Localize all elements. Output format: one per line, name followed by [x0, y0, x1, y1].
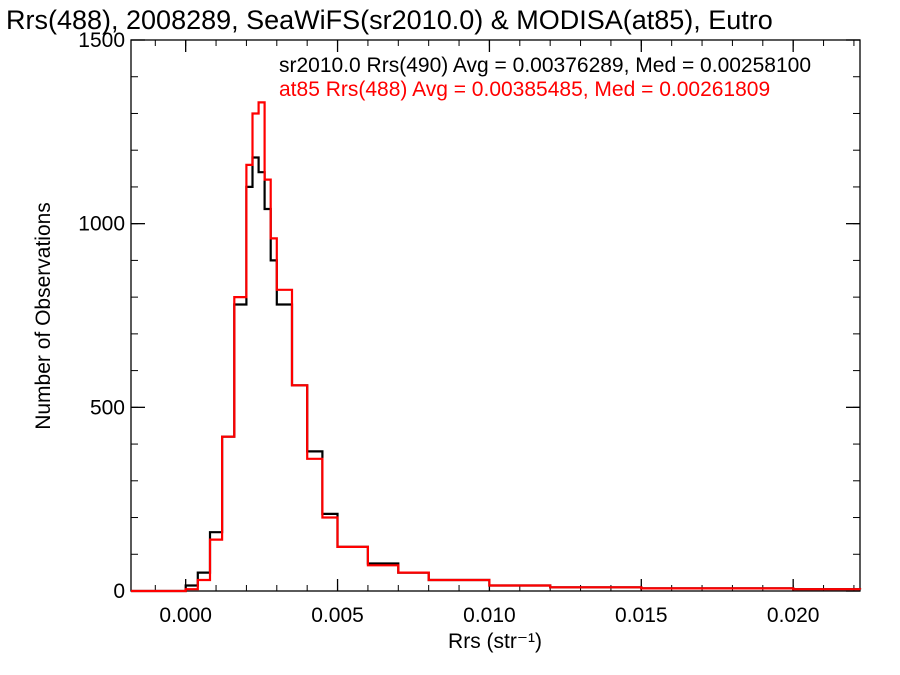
plot-frame	[130, 39, 861, 592]
chart-title: Rrs(488), 2008289, SeaWiFS(sr2010.0) & M…	[6, 5, 773, 35]
series-line-red	[131, 101, 862, 593]
x-axis-label: Rrs (str⁻¹)	[448, 630, 542, 653]
x-tick-label: 0.005	[311, 604, 364, 627]
y-tick-label: 1000	[78, 213, 125, 236]
axis-ticks	[131, 39, 860, 592]
axis-tick-labels: 0.000 0.005 0.010 0.015 0.020 0 500 1000 1500	[78, 29, 819, 627]
x-tick-label: 0.000	[159, 604, 212, 627]
x-tick-label: 0.015	[615, 604, 668, 627]
legend-entry-black: sr2010.0 Rrs(490) Avg = 0.00376289, Med …	[279, 54, 811, 77]
legend-entry-red: at85 Rrs(488) Avg = 0.00385485, Med = 0.…	[279, 78, 770, 101]
x-tick-label: 0.010	[463, 604, 516, 627]
y-tick-label: 0	[113, 580, 125, 603]
y-axis-label: Number of Observations	[32, 202, 55, 430]
x-tick-label: 0.020	[767, 604, 820, 627]
y-tick-label: 500	[90, 396, 125, 419]
y-tick-label: 1500	[78, 29, 125, 52]
histogram-series	[131, 101, 862, 593]
series-line-black	[131, 156, 862, 593]
